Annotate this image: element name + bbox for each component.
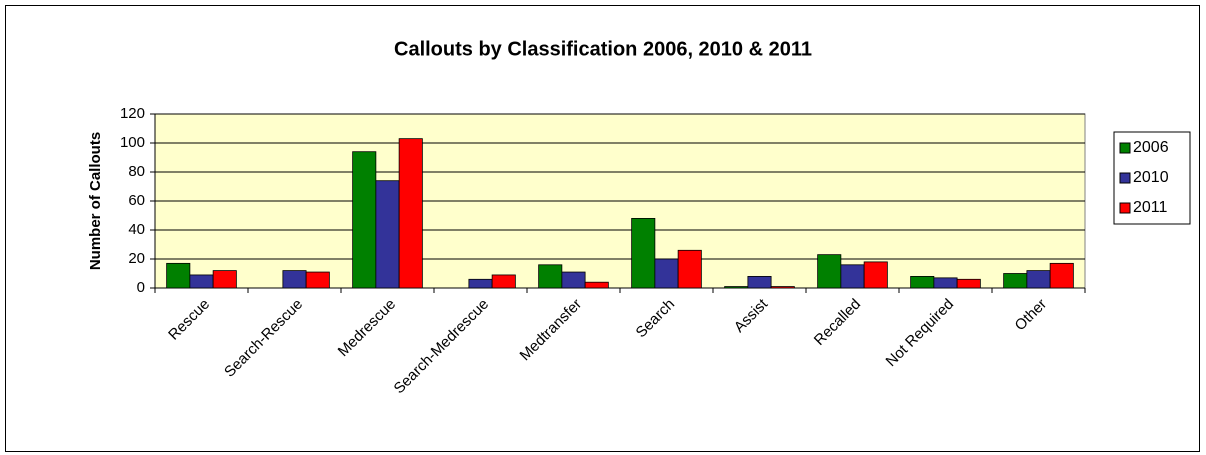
bar — [863, 261, 888, 289]
bar — [282, 270, 307, 289]
y-tick-label: 0 — [137, 279, 145, 296]
y-tick-label: 40 — [128, 221, 145, 238]
legend-swatch — [1119, 142, 1131, 154]
y-tick-label: 80 — [128, 163, 145, 180]
bar — [1049, 262, 1074, 289]
legend-label: 2011 — [1133, 199, 1168, 216]
bar — [305, 271, 330, 289]
bar — [840, 264, 865, 289]
bar — [654, 258, 679, 289]
legend-swatch — [1119, 172, 1131, 184]
bar — [468, 278, 493, 289]
legend-label: 2006 — [1133, 139, 1169, 156]
bar — [747, 275, 772, 289]
bar — [538, 264, 563, 289]
chart-title: Callouts by Classification 2006, 2010 & … — [394, 38, 812, 60]
bar — [933, 277, 958, 289]
bar — [189, 274, 214, 289]
bar — [631, 217, 656, 289]
bar — [375, 180, 400, 289]
y-tick-label: 120 — [120, 105, 145, 122]
bar — [770, 286, 795, 289]
bar — [352, 151, 377, 289]
bar — [724, 286, 749, 289]
y-tick-label: 20 — [128, 250, 145, 267]
bar — [956, 278, 981, 289]
legend-label: 2010 — [1133, 169, 1169, 186]
y-axis-label: Number of Callouts — [87, 132, 104, 270]
bar — [910, 275, 935, 289]
bar — [561, 271, 586, 289]
legend-swatch — [1119, 202, 1131, 214]
bar — [398, 138, 423, 289]
bar — [166, 262, 191, 289]
bar — [817, 254, 842, 289]
bar — [212, 270, 237, 289]
y-tick-label: 60 — [128, 192, 145, 209]
bar — [677, 249, 702, 289]
bar — [584, 281, 609, 289]
y-tick-label: 100 — [120, 134, 145, 151]
bar — [491, 274, 516, 289]
bar — [1003, 273, 1028, 289]
bar — [1026, 270, 1051, 289]
